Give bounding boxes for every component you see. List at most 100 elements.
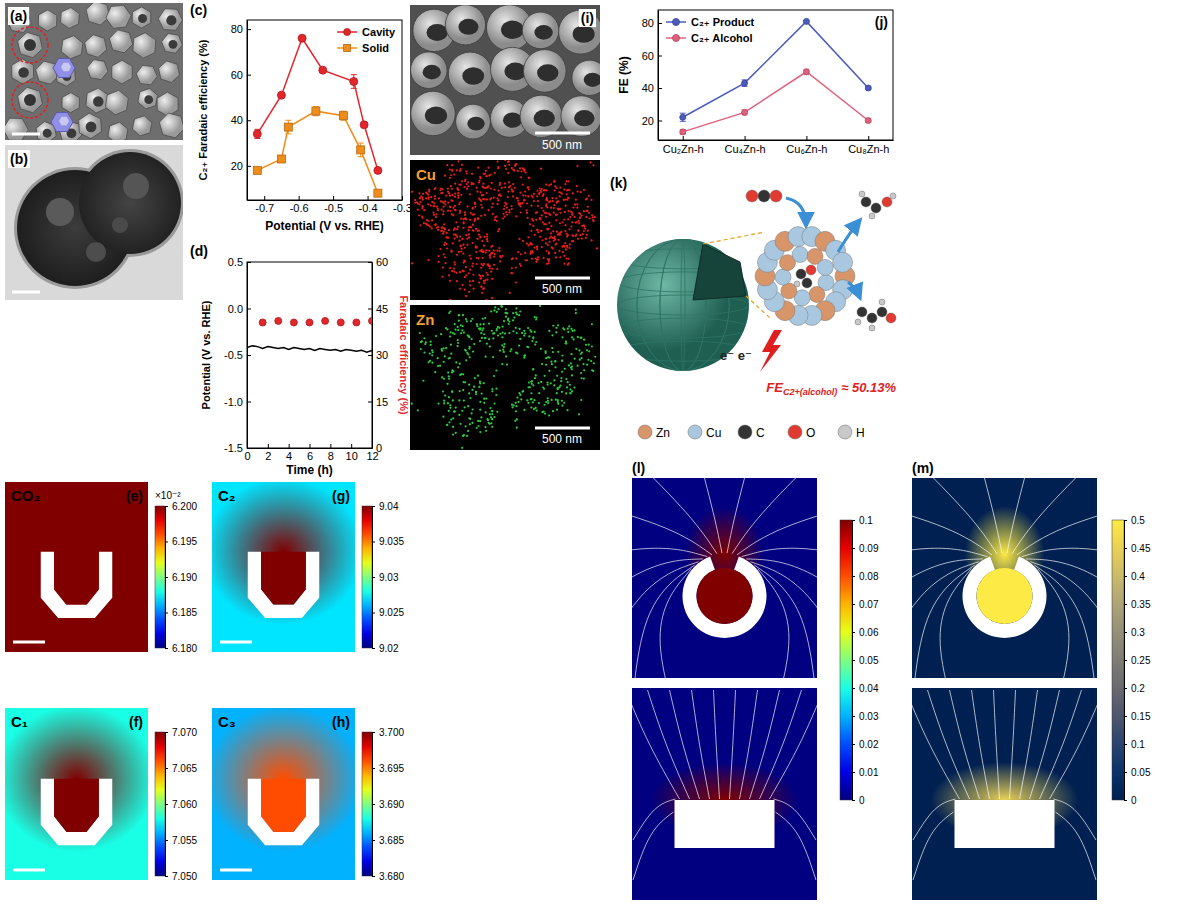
map-dot [474,206,476,208]
tick: 7.055 [165,835,197,846]
map-dot [588,212,590,214]
tick: -0.3 [393,196,412,214]
tick-label: 8 [328,450,334,462]
map-dot [497,167,499,169]
map-dot [447,202,449,204]
tick-label: -0.7 [255,202,274,214]
map-dot [437,402,439,404]
lightning [760,330,782,372]
atom [817,259,833,275]
map-dot [494,216,496,218]
map-dot [555,197,557,199]
map-dot [555,219,557,221]
map-dot [558,250,560,252]
map-dot [515,327,517,329]
map-dot [591,369,593,371]
map-dot [485,299,487,300]
tick-label: 0.2 [1131,683,1145,694]
map-dot [472,351,474,353]
map-dot [541,239,543,241]
streamline [633,799,676,840]
map-dot [552,200,554,202]
map-dot [499,250,501,252]
map-dot [452,242,454,244]
particle [136,65,157,85]
map-dot [533,408,535,410]
map-dot [462,244,464,246]
tick-mark [658,56,662,57]
map-dot [520,253,522,255]
tick-label: Cu₄Zn-h [724,143,765,155]
y-axis: -1.5-1.0-0.50.00.5 [224,256,251,454]
map-dot [559,195,561,197]
x-axis: -0.7-0.6-0.5-0.4-0.3 [248,196,412,214]
tick-mark [1124,520,1127,521]
map-dot [553,379,555,381]
tick-mark [247,355,251,356]
map-dot [443,231,445,233]
tick: 3.690 [372,799,404,810]
map-dot [557,399,559,401]
map-dot [520,176,522,178]
map-dot [483,398,485,400]
tick-label: 7.060 [172,799,197,810]
map-dot [444,256,446,258]
panel-label: (b) [10,151,28,167]
map-dot [573,329,575,331]
sem-image [5,3,183,140]
map-dot [536,229,538,231]
map-dot [556,387,558,389]
colorbar [155,732,165,876]
map-dot [488,174,490,176]
error-bar [340,111,346,120]
particle-hole [423,65,441,80]
tick-mark [1124,660,1127,661]
particle-cavity [46,198,74,226]
map-dot [496,203,498,205]
map-dot [499,193,501,195]
map-dot [478,229,480,231]
error-bar [742,110,748,115]
map-dot [481,240,483,242]
flow-arrow [848,282,860,298]
map-dot [588,344,590,346]
map-dot [526,212,528,214]
map-dot [498,228,500,230]
map-dot [466,320,468,322]
field-map [632,688,817,900]
tick-label: 0.3 [1131,627,1145,638]
particle [159,113,183,138]
map-dot [483,263,485,265]
map-dot [471,265,473,267]
map-dot [566,189,568,191]
map-dot [430,204,432,206]
map-dot [447,209,449,211]
map-title: CO₂ [11,487,40,504]
map-dot [530,392,532,394]
map-dot [446,232,448,234]
map-dot [457,192,459,194]
map-dot [472,224,474,226]
map-dot [543,223,545,225]
map-dot [585,198,587,200]
tick-label: 7.055 [172,835,197,846]
map-dot [468,236,470,238]
map-dot [588,350,590,352]
marker [298,34,306,42]
map-dot [512,330,514,332]
map-dot [473,343,475,345]
map-dot [569,243,571,245]
map-dot [449,331,451,333]
map-dot [501,363,503,365]
map-dot [554,185,556,187]
tick: -1.0 [224,396,251,408]
map-dot [439,189,441,191]
tick: 0.05 [1124,767,1151,778]
map-dot [573,386,575,388]
particle [559,10,600,54]
map-dot [580,191,582,193]
marker [803,69,809,75]
panel-label: (g) [332,488,350,504]
tick-label: 0.1 [859,515,873,526]
map-dot [576,207,578,209]
